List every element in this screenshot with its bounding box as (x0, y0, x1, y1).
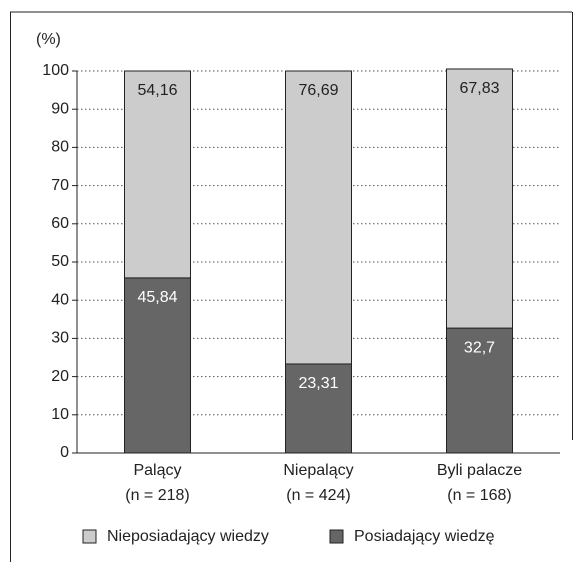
y-tick-label: 80 (51, 139, 69, 156)
value-label: 32,7 (464, 339, 495, 356)
y-tick-label: 0 (60, 444, 69, 461)
x-tick-label: Palący (133, 462, 181, 479)
bar-segment (285, 70, 352, 365)
x-tick-label: Byli palacze (437, 462, 522, 479)
legend-swatch (329, 529, 344, 544)
bar-segment (446, 68, 513, 329)
value-label: 45,84 (137, 289, 177, 306)
y-tick-label: 30 (51, 330, 69, 347)
x-tick-note: (n = 424) (286, 487, 350, 504)
y-tick-label: 40 (51, 291, 69, 308)
legend-label: Posiadający wiedzę (354, 528, 495, 545)
value-label: 67,83 (459, 80, 499, 97)
value-label: 76,69 (298, 82, 338, 99)
y-tick-label: 90 (51, 100, 69, 117)
x-tick-label: Niepalący (283, 462, 353, 479)
y-tick-label: 60 (51, 215, 69, 232)
bar-segment (124, 70, 191, 279)
legend-label: Nieposiadający wiedzy (107, 528, 269, 545)
y-tick-label: 70 (51, 177, 69, 194)
y-tick-label: 100 (42, 62, 69, 79)
y-unit-label: (%) (36, 31, 61, 48)
value-label: 23,31 (298, 375, 338, 392)
x-tick-note: (n = 218) (125, 487, 189, 504)
y-tick-label: 50 (51, 253, 69, 270)
legend-swatch (82, 529, 97, 544)
x-tick-note: (n = 168) (447, 487, 511, 504)
value-label: 54,16 (137, 82, 177, 99)
y-tick-label: 20 (51, 368, 69, 385)
y-tick-label: 10 (51, 406, 69, 423)
